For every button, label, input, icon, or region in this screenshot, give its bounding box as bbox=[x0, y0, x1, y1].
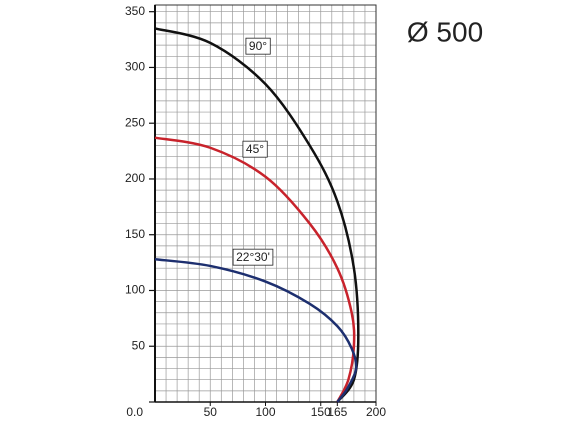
y-tick-label: 50 bbox=[132, 338, 146, 352]
chart-title: Ø 500 bbox=[407, 16, 483, 47]
x-tick-label: 100 bbox=[255, 405, 275, 419]
y-tick-label: 200 bbox=[125, 171, 145, 185]
curve bbox=[154, 258, 358, 403]
curve-label: 90° bbox=[249, 39, 267, 53]
x-tick-label: 165 bbox=[327, 405, 347, 419]
y-tick-label: 0.0 bbox=[126, 405, 143, 419]
curve-label: 22°30' bbox=[236, 250, 270, 264]
y-tick-label: 150 bbox=[125, 227, 145, 241]
curve bbox=[154, 136, 356, 403]
y-tick-label: 250 bbox=[125, 115, 145, 129]
curve-label-box bbox=[242, 140, 268, 158]
x-tick-label: 150 bbox=[311, 405, 331, 419]
y-tick-label: 100 bbox=[125, 283, 145, 297]
y-tick-label: 350 bbox=[125, 4, 145, 18]
curve-label-box bbox=[245, 37, 271, 55]
curve-label: 45° bbox=[246, 142, 264, 156]
x-tick-label: 200 bbox=[366, 405, 386, 419]
y-tick-label: 300 bbox=[125, 60, 145, 74]
x-tick-label: 50 bbox=[204, 405, 218, 419]
curve-label-box bbox=[232, 248, 274, 266]
